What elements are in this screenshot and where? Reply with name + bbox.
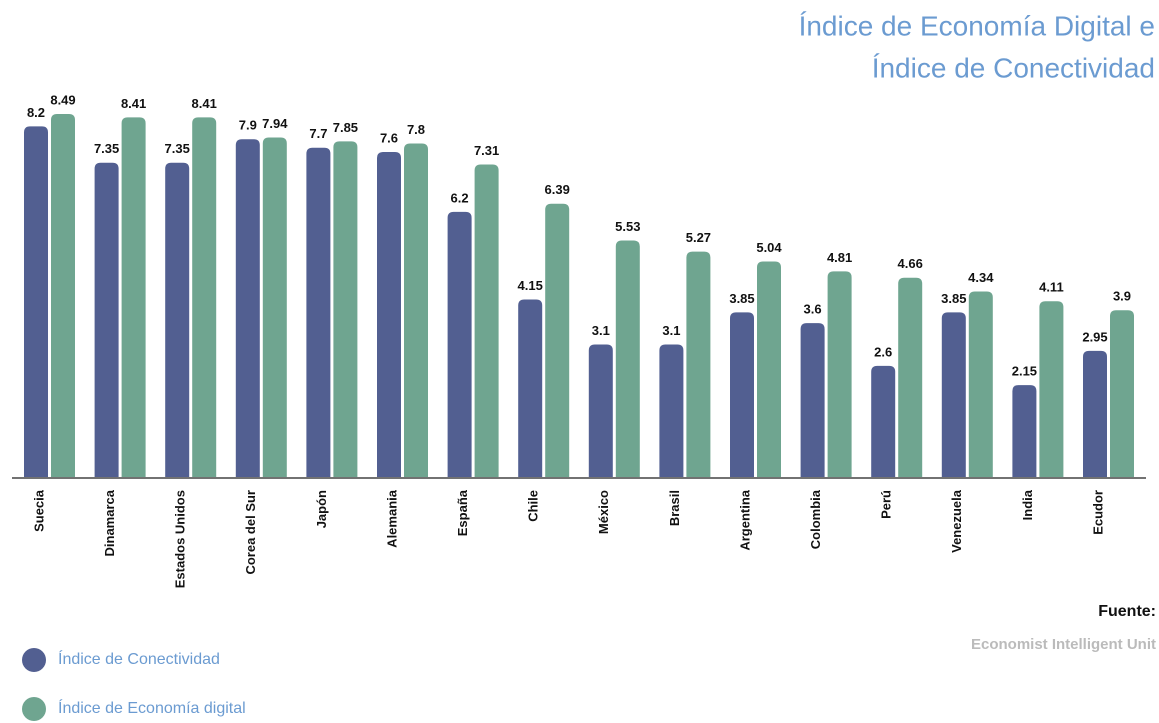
x-tick-label: México (596, 490, 611, 534)
legend-label: Índice de Economía digital (58, 698, 246, 717)
value-label: 8.41 (121, 96, 146, 111)
value-label: 3.1 (662, 323, 680, 338)
value-label: 3.85 (729, 291, 754, 306)
value-label: 8.2 (27, 105, 45, 120)
x-tick-label: Estados Unidos (173, 490, 188, 588)
x-tick-label: Brasil (667, 490, 682, 526)
x-tick-label: Japón (314, 490, 329, 528)
value-label: 3.1 (592, 323, 610, 338)
value-label: 8.49 (50, 92, 75, 107)
bar (1110, 310, 1134, 477)
source-label: Fuente: (1098, 603, 1156, 620)
bar (757, 261, 781, 477)
bar (615, 240, 640, 477)
bar (235, 139, 260, 478)
source: Economist Intelligent Unit (971, 636, 1156, 653)
x-tick-label: Alemania (384, 489, 399, 548)
value-label: 5.04 (756, 240, 782, 255)
x-tick-label: Corea del Sur (243, 490, 258, 575)
x-tick-label: Colombia (808, 489, 823, 549)
value-label: 2.15 (1012, 364, 1037, 379)
bar (871, 365, 896, 477)
value-label: 7.35 (94, 141, 119, 156)
value-label: 4.11 (1039, 280, 1064, 295)
value-label: 7.9 (239, 118, 257, 133)
value-label: 4.15 (518, 278, 543, 293)
value-label: 3.6 (804, 302, 822, 317)
bar (447, 211, 472, 477)
bar (121, 117, 146, 477)
bar (941, 312, 966, 477)
bar (404, 143, 428, 477)
x-tick-label: Dinamarca (102, 489, 117, 556)
value-label: 5.53 (615, 219, 640, 234)
bar (898, 277, 923, 477)
value-label: 7.8 (407, 122, 425, 137)
value-label: 4.81 (827, 250, 852, 265)
value-label: 6.39 (545, 182, 570, 197)
bar (800, 323, 825, 477)
bar (51, 114, 75, 477)
value-label: 6.2 (451, 190, 469, 205)
chart-title: Índice de Economía Digital e (799, 10, 1155, 41)
value-label: 5.27 (686, 230, 711, 245)
bar (518, 299, 543, 477)
bar (588, 344, 613, 477)
value-label: 3.85 (941, 291, 966, 306)
bar (24, 126, 48, 477)
x-tick-label: Suecia (31, 489, 46, 532)
bar (1012, 385, 1037, 477)
legend-swatch (22, 697, 46, 721)
x-tick-label: Perú (879, 490, 894, 519)
bar (474, 164, 499, 477)
value-label: 7.31 (474, 143, 499, 158)
value-label: 3.9 (1113, 289, 1131, 304)
x-tick-label: India (1020, 489, 1035, 520)
x-tick-label: Chile (526, 490, 541, 522)
bar (968, 291, 993, 477)
value-label: 2.6 (874, 344, 892, 359)
bar (730, 312, 754, 477)
bar (686, 251, 711, 477)
value-label: 7.94 (262, 116, 288, 131)
value-label: 7.85 (333, 120, 358, 135)
bar (94, 162, 119, 477)
legend-label: Índice de Conectividad (58, 649, 220, 668)
x-tick-label: Argentina (737, 489, 752, 550)
value-label: 7.6 (380, 130, 398, 145)
bar (306, 147, 331, 477)
value-label: 7.35 (165, 141, 190, 156)
bar (377, 152, 401, 477)
bar (165, 162, 190, 477)
value-label: 7.7 (309, 126, 327, 141)
bar (262, 137, 287, 477)
bar (192, 117, 217, 477)
value-label: 8.41 (192, 96, 217, 111)
value-label: 2.95 (1082, 329, 1107, 344)
chart-title: Índice de Conectividad (872, 52, 1155, 83)
bar (827, 271, 852, 477)
legend-swatch (22, 648, 46, 672)
bar (1083, 350, 1107, 477)
x-tick-label: España (455, 489, 470, 536)
value-label: 4.66 (898, 256, 923, 271)
x-tick-label: Ecudor (1090, 490, 1105, 535)
value-label: 4.34 (968, 270, 994, 285)
x-tick-label: Venezuela (949, 489, 964, 553)
bar (1039, 301, 1064, 477)
bar (659, 344, 684, 477)
bar (333, 141, 358, 477)
bar (545, 203, 570, 478)
